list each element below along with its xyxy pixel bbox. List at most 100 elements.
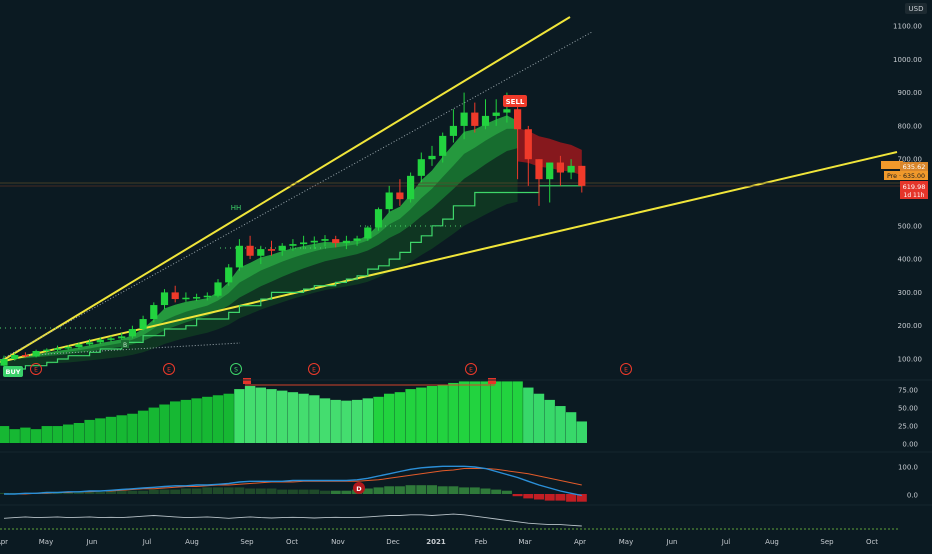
macd-histogram-bar: [448, 486, 459, 494]
candle-body: [300, 242, 308, 245]
volume-bar: [362, 398, 373, 443]
candle-body: [342, 240, 350, 244]
candle-body: [567, 165, 575, 173]
candle-body: [353, 238, 361, 241]
macd-histogram-bar: [491, 489, 502, 494]
last-price-text: 619.98: [903, 183, 926, 191]
dotted-support-line: [29, 342, 241, 356]
volume-axis-tick: 75.00: [898, 387, 918, 395]
volume-axis-tick: 50.00: [898, 405, 918, 413]
candle-body: [107, 338, 115, 340]
macd-histogram-bar: [309, 489, 320, 494]
volume-bar: [20, 427, 31, 443]
candle-body: [417, 159, 425, 176]
volume-bar: [287, 392, 299, 443]
volume-bar: [0, 426, 10, 443]
candle-body: [321, 239, 329, 241]
candle-body: [11, 355, 19, 359]
macd-histogram-bar: [223, 487, 234, 494]
candle-body: [182, 297, 190, 300]
macd-histogram-bar: [576, 494, 587, 502]
volume-bar: [448, 382, 459, 443]
price-axis-tick: 500.00: [898, 222, 923, 230]
macd-histogram-bar: [138, 490, 149, 494]
macd-histogram-bar: [362, 488, 373, 494]
price-axis-tick: 1100.00: [893, 23, 922, 31]
macd-histogram-bar: [287, 489, 298, 494]
d-marker[interactable]: [353, 482, 365, 494]
lower-trendline: [0, 151, 898, 363]
macd-histogram-bar: [566, 494, 577, 502]
time-axis-tick: May: [619, 538, 633, 546]
buy-signal-text: BUY: [6, 368, 21, 376]
macd-axis-tick: 100.0: [898, 464, 918, 472]
price-axis-tick: 800.00: [898, 122, 923, 130]
macd-histogram-bar: [191, 488, 202, 494]
volume-bar: [330, 399, 341, 443]
event-marker[interactable]: E: [620, 363, 632, 375]
candle-body: [407, 175, 415, 200]
currency-label: USD: [909, 5, 924, 13]
volume-bar: [394, 392, 406, 443]
macd-histogram-bar: [213, 487, 223, 494]
macd-histogram-bar: [427, 485, 437, 494]
candle-body: [160, 292, 169, 306]
price-tag-1: [900, 162, 928, 171]
price-axis-tick: 200.00: [898, 322, 923, 330]
volume-bar: [512, 381, 523, 443]
volume-bar: [52, 426, 63, 443]
volume-bar: [212, 395, 224, 443]
volume-bar: [255, 387, 266, 443]
macd-histogram-bar: [459, 487, 470, 494]
macd-histogram-bar: [512, 494, 523, 497]
price-tag-1-text: 635.62: [903, 163, 926, 171]
candle-body: [75, 344, 83, 348]
volume-bar: [191, 398, 202, 443]
volume-axis-tick: 25.00: [898, 423, 918, 431]
split-marker[interactable]: S: [230, 363, 242, 375]
candle-body: [86, 342, 94, 345]
event-marker[interactable]: E: [30, 363, 42, 375]
last-price-tag: [900, 181, 928, 199]
event-marker[interactable]: E: [465, 363, 477, 375]
candle-body: [449, 125, 457, 136]
candles-layer: [0, 92, 586, 369]
event-marker[interactable]: E: [163, 363, 175, 375]
volume-bar: [234, 389, 245, 443]
candle-body: [193, 297, 201, 299]
event-marker[interactable]: E: [308, 363, 320, 375]
sell-signal-badge[interactable]: [503, 95, 527, 107]
volume-bar: [84, 419, 95, 443]
candle-body: [225, 267, 233, 283]
volume-bar: [544, 399, 555, 443]
countdown-text: 1d 11h: [904, 192, 925, 199]
candle-body: [439, 135, 447, 156]
candle-body: [578, 165, 586, 186]
macd-histogram-bar: [501, 490, 512, 494]
ribbon-band-red: [517, 128, 582, 176]
volume-bar: [533, 393, 545, 443]
candle-body: [53, 348, 62, 350]
candle-body: [64, 347, 72, 349]
candle-body: [310, 240, 318, 243]
price-tag-2: [884, 171, 928, 180]
volume-bar: [491, 381, 502, 443]
candle-body: [139, 319, 147, 330]
price-axis-tick: 700.00: [898, 156, 923, 164]
macd-histogram-bar: [394, 486, 405, 494]
macd-histogram-bar: [373, 487, 384, 494]
candle-body: [150, 305, 158, 320]
time-axis-tick: Jul: [142, 538, 152, 546]
currency-badge[interactable]: [905, 3, 927, 14]
candle-body: [257, 249, 265, 256]
buy-signal-badge[interactable]: [3, 366, 23, 377]
volume-bar: [148, 407, 159, 443]
candle-body: [43, 349, 51, 352]
macd-layer: [0, 465, 900, 530]
volume-bar: [416, 387, 427, 443]
candle-body: [364, 227, 372, 239]
macd-histogram-bar: [544, 494, 555, 501]
macd-histogram-bar: [84, 491, 95, 494]
